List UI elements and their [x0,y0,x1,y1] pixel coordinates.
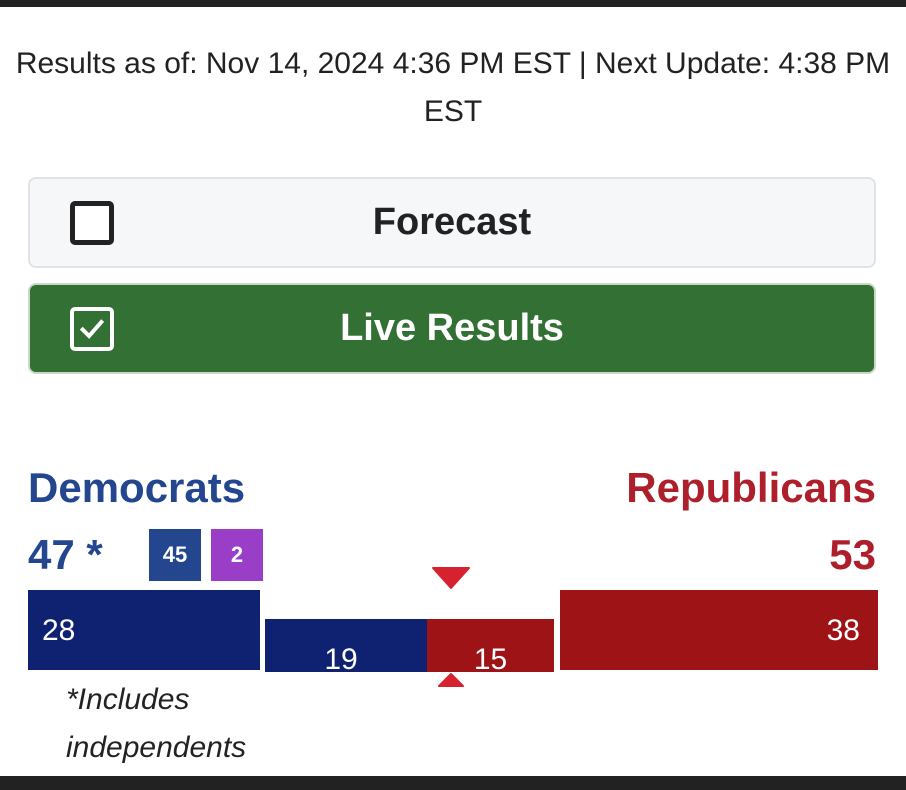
live-results-toggle[interactable]: Live Results [28,283,876,374]
independent-seats-badge: 2 [211,529,263,581]
republicans-total: 53 [829,531,876,578]
democrats-label: Democrats [28,464,246,511]
results-updated-text: Results as of: Nov 14, 2024 4:36 PM EST … [15,47,891,128]
safe-democrat-bar: 28 [28,590,260,670]
safe-republican-bar: 38 [560,590,878,670]
unchecked-checkbox-icon[interactable] [70,200,114,245]
checkmark-icon [79,318,105,339]
lean-republican-bar: 15 [427,619,554,676]
bottom-edge-bar [0,776,906,790]
forecast-toggle[interactable]: Forecast [28,177,876,268]
live-results-label: Live Results [340,307,564,349]
top-edge-bar [0,0,906,7]
majority-marker-up-icon [438,673,464,687]
democrats-total: 47 * [28,531,103,578]
majority-marker-down-icon [432,567,470,589]
forecast-label: Forecast [372,201,532,243]
independents-footnote: *Includes independents [66,683,247,764]
lean-democrat-bar: 19 [265,619,427,676]
republicans-label: Republicans [626,464,876,511]
checked-checkbox-icon[interactable] [70,306,114,351]
democrat-seats-badge: 45 [149,529,201,581]
